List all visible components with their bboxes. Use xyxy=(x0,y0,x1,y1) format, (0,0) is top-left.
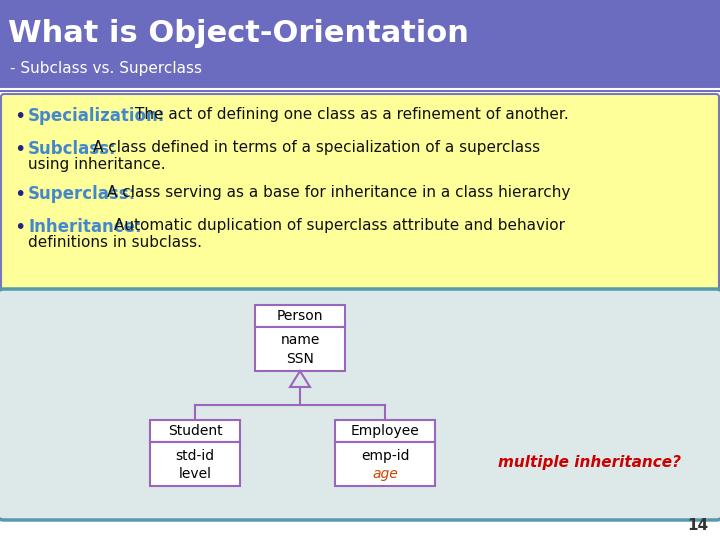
Text: age: age xyxy=(372,467,398,481)
Text: •: • xyxy=(14,218,25,237)
Text: Inheritance:: Inheritance: xyxy=(28,218,142,236)
Text: definitions in subclass.: definitions in subclass. xyxy=(28,235,202,250)
Text: •: • xyxy=(14,185,25,204)
FancyBboxPatch shape xyxy=(255,305,345,327)
Text: SSN: SSN xyxy=(286,352,314,366)
Text: std-id: std-id xyxy=(176,449,215,463)
Text: Employee: Employee xyxy=(351,424,419,438)
Text: Subclass:: Subclass: xyxy=(28,140,117,158)
Text: •: • xyxy=(14,140,25,159)
Text: The act of defining one class as a refinement of another.: The act of defining one class as a refin… xyxy=(135,107,569,122)
Text: using inheritance.: using inheritance. xyxy=(28,157,166,172)
Text: A class serving as a base for inheritance in a class hierarchy: A class serving as a base for inheritanc… xyxy=(107,185,570,200)
Text: Student: Student xyxy=(168,424,222,438)
FancyBboxPatch shape xyxy=(335,420,435,442)
FancyBboxPatch shape xyxy=(150,420,240,442)
FancyBboxPatch shape xyxy=(255,327,345,371)
Text: What is Object-Orientation: What is Object-Orientation xyxy=(8,18,469,48)
Text: Specialization:: Specialization: xyxy=(28,107,166,125)
FancyBboxPatch shape xyxy=(0,289,720,520)
Text: multiple inheritance?: multiple inheritance? xyxy=(498,455,682,469)
Text: •: • xyxy=(14,107,25,126)
Text: name: name xyxy=(280,333,320,347)
FancyBboxPatch shape xyxy=(150,442,240,486)
FancyBboxPatch shape xyxy=(335,442,435,486)
FancyBboxPatch shape xyxy=(1,94,719,298)
Text: emp-id: emp-id xyxy=(361,449,409,463)
Text: Automatic duplication of superclass attribute and behavior: Automatic duplication of superclass attr… xyxy=(114,218,565,233)
Text: A class defined in terms of a specialization of a superclass: A class defined in terms of a specializa… xyxy=(93,140,540,155)
Text: level: level xyxy=(179,467,212,481)
Text: - Subclass vs. Superclass: - Subclass vs. Superclass xyxy=(10,60,202,76)
Text: Person: Person xyxy=(276,309,323,323)
FancyBboxPatch shape xyxy=(0,0,720,92)
Text: 14: 14 xyxy=(687,518,708,533)
Text: Superclass:: Superclass: xyxy=(28,185,136,203)
